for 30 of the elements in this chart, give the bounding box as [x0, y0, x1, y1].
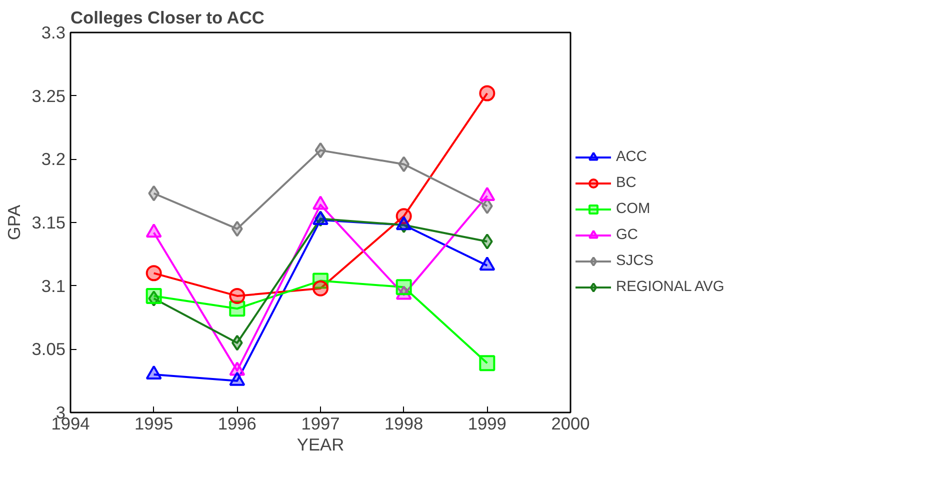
y-tick-label: 3.15: [32, 212, 66, 232]
legend-label: GC: [616, 227, 638, 243]
point: [314, 142, 326, 158]
point: [312, 280, 328, 296]
x-tick-label: 1999: [468, 414, 506, 434]
legend-label: REGIONAL AVG: [616, 279, 724, 295]
y-tick-label: 3.25: [32, 86, 66, 106]
point: [479, 355, 496, 372]
y-tick-label: 3.1: [41, 276, 66, 296]
legend-label: BC: [616, 175, 636, 191]
legend-label: SJCS: [616, 253, 654, 269]
point: [229, 288, 246, 304]
point: [479, 85, 496, 102]
legend-label: ACC: [616, 149, 647, 165]
y-tick-label: 3.2: [41, 149, 66, 170]
y-tick-label: 3.3: [41, 22, 66, 42]
point: [146, 288, 162, 304]
x-axis-title: YEAR: [296, 434, 344, 454]
x-tick-label: 1997: [301, 414, 340, 434]
point: [146, 265, 162, 282]
x-tick-label: 1995: [134, 414, 174, 434]
y-axis-title: GPA: [4, 204, 24, 240]
point: [482, 234, 493, 250]
x-tick-label: 1996: [218, 414, 256, 434]
chart-title: Colleges Closer to ACC: [70, 8, 265, 28]
x-tick-label: 2000: [551, 414, 590, 434]
point: [396, 279, 412, 296]
x-tick-label: 1998: [384, 414, 424, 434]
legend-label: COM: [616, 201, 650, 217]
y-tick-label: 3.05: [32, 339, 66, 360]
